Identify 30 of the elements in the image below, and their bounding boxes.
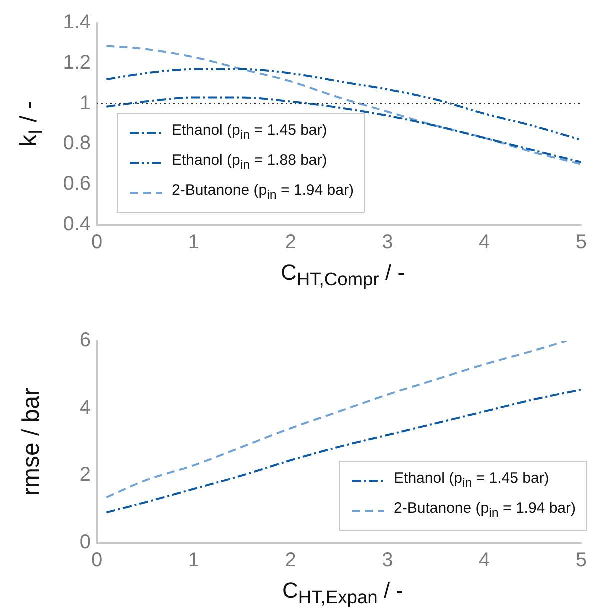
x-axis-title: C$_{HT,Expan}$ / - <box>282 577 404 610</box>
y-tick-label: 0 <box>80 532 91 554</box>
x-tick-label: 3 <box>382 550 394 572</box>
y-tick-label: 1 <box>80 92 91 114</box>
legend-label: 2-Butanone (p$_{in}$ = 1.94 bar) <box>172 181 354 204</box>
y-tick-label: 0.4 <box>63 214 91 236</box>
x-tick-label: 3 <box>382 232 394 254</box>
x-tick-label: 1 <box>188 550 200 572</box>
y-tick-label: 2 <box>80 464 91 486</box>
legend-label: Ethanol (p$_{in}$ = 1.45 bar) <box>394 469 550 492</box>
legend-label: Ethanol (p$_{in}$ = 1.45 bar) <box>172 121 328 144</box>
x-tick-label: 5 <box>576 550 587 572</box>
line-series <box>106 341 568 499</box>
x-tick-label: 4 <box>478 550 490 572</box>
y-axis-title: rmse / bar <box>18 388 46 496</box>
y-tick-label: 4 <box>80 396 91 419</box>
y-tick-label: 1.2 <box>63 52 91 74</box>
x-tick-label: 5 <box>576 232 587 254</box>
y-tick-label: 0.8 <box>63 132 91 155</box>
x-tick-label: 2 <box>285 232 296 254</box>
line-series <box>106 68 582 142</box>
legend-label: Ethanol (p$_{in}$ = 1.88 bar) <box>172 151 328 174</box>
x-tick-label: 1 <box>188 232 200 254</box>
y-tick-label: 1.4 <box>63 12 91 34</box>
y-tick-label: 6 <box>80 330 91 352</box>
legend-label: 2-Butanone (p$_{in}$ = 1.94 bar) <box>394 499 576 522</box>
x-axis-title: C$_{HT,Compr}$ / - <box>280 259 406 292</box>
x-tick-label: 4 <box>478 232 490 254</box>
y-tick-label: 0.6 <box>63 173 91 196</box>
x-tick-label: 2 <box>285 550 296 572</box>
